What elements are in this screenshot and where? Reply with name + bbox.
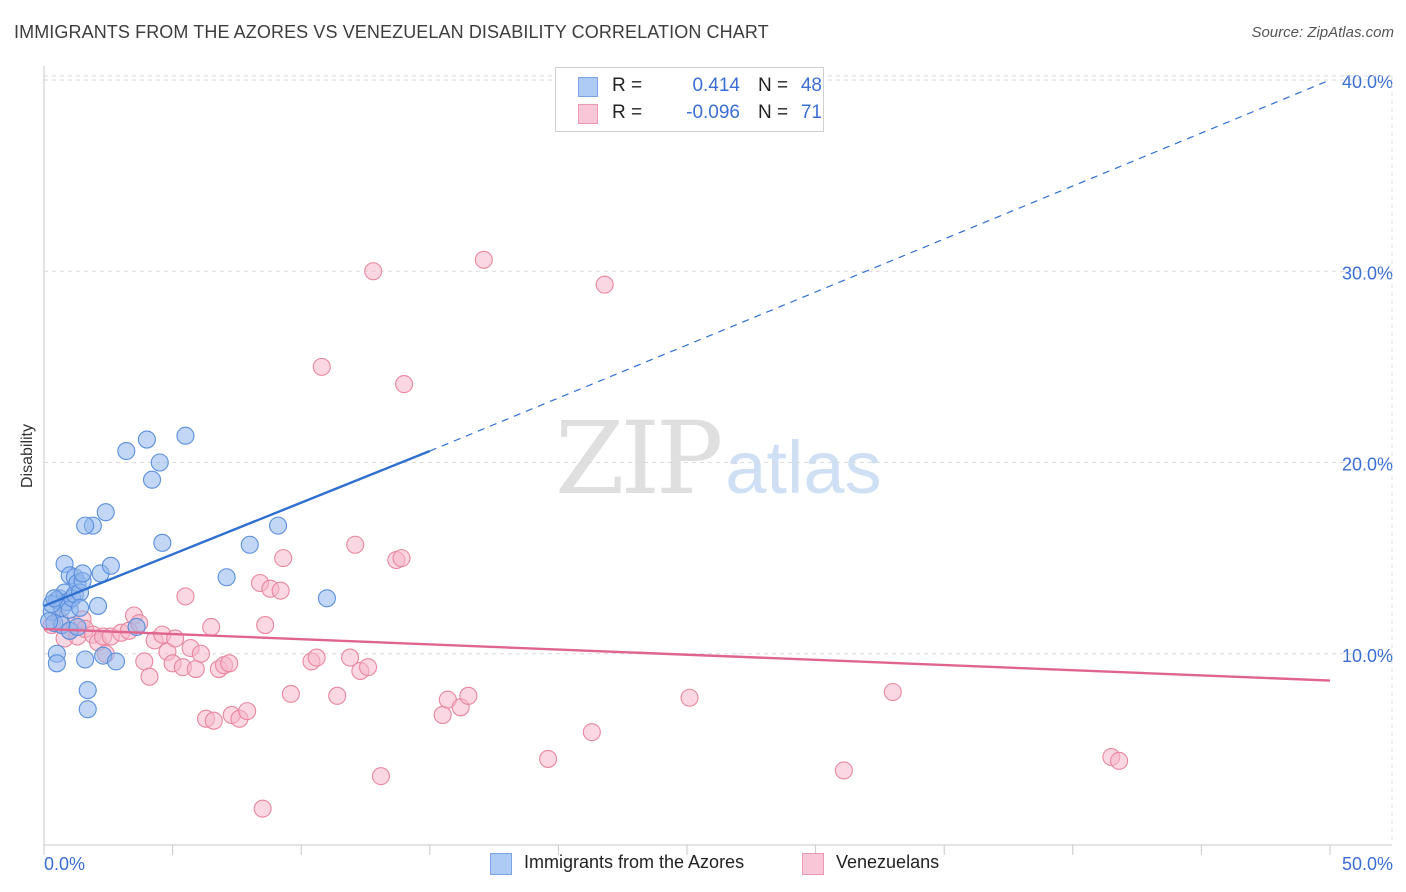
legend-r-value: 0.414	[692, 75, 740, 96]
point-venezuelans	[582, 723, 601, 742]
point-azores	[78, 700, 97, 719]
bottom-legend-swatch-venezuelans	[802, 853, 824, 875]
point-azores	[317, 589, 336, 608]
point-venezuelans	[274, 549, 293, 568]
point-venezuelans	[459, 686, 478, 705]
point-venezuelans	[202, 617, 221, 637]
legend-r-label: R =	[612, 102, 643, 123]
point-venezuelans	[364, 262, 383, 281]
point-venezuelans	[341, 648, 360, 667]
point-azores	[78, 681, 97, 700]
point-venezuelans	[346, 535, 365, 554]
point-venezuelans	[238, 702, 257, 721]
point-azores	[76, 516, 95, 535]
point-venezuelans	[395, 375, 414, 394]
point-azores	[153, 533, 172, 552]
y-tick-label: 40.0%	[1342, 72, 1393, 92]
legend-n-label: N =	[758, 102, 789, 123]
x-tick-label: 0.0%	[44, 854, 85, 874]
point-azores	[96, 503, 115, 522]
point-venezuelans	[271, 581, 290, 600]
legend-n-value: 48	[800, 75, 822, 96]
x-tick-label: 50.0%	[1342, 854, 1393, 874]
point-azores	[150, 453, 169, 472]
trendline-azores-dashed	[429, 79, 1331, 452]
point-azores	[68, 617, 87, 637]
trendline-venezuelans	[43, 627, 1331, 682]
bottom-legend-label-venezuelans: Venezuelans	[836, 852, 940, 872]
point-venezuelans	[253, 799, 272, 818]
legend-n-value: 71	[800, 102, 822, 123]
point-azores	[176, 426, 195, 445]
point-azores	[101, 556, 120, 575]
stats-legend: R = 0.414 N = 48 R = -0.096 N = 71	[555, 67, 824, 132]
point-azores	[137, 430, 156, 449]
point-venezuelans	[392, 549, 411, 568]
point-venezuelans	[307, 648, 326, 667]
point-venezuelans	[140, 667, 159, 686]
point-venezuelans	[176, 587, 195, 606]
trendline-azores-solid	[43, 449, 431, 608]
point-venezuelans	[204, 711, 223, 730]
point-azores	[240, 535, 259, 554]
point-venezuelans	[433, 705, 452, 725]
point-azores	[217, 568, 236, 587]
point-venezuelans	[474, 250, 493, 269]
y-tick-label: 10.0%	[1342, 646, 1393, 666]
point-venezuelans	[186, 659, 205, 679]
y-tick-label: 30.0%	[1342, 263, 1393, 283]
point-venezuelans	[256, 616, 275, 635]
point-venezuelans	[1110, 751, 1129, 770]
point-azores	[269, 516, 288, 535]
point-venezuelans	[371, 767, 390, 786]
legend-n-label: N =	[758, 75, 789, 96]
point-venezuelans	[883, 682, 902, 702]
point-venezuelans	[680, 688, 699, 707]
chart-source: Source: ZipAtlas.com	[1251, 24, 1394, 41]
point-azores	[40, 612, 59, 631]
legend-swatch-venezuelans	[578, 104, 598, 124]
point-venezuelans	[539, 749, 558, 768]
point-venezuelans	[166, 629, 185, 648]
point-azores	[127, 617, 146, 637]
point-venezuelans	[281, 684, 300, 703]
point-venezuelans	[312, 357, 331, 376]
legend-r-label: R =	[612, 75, 643, 96]
point-azores	[88, 596, 108, 615]
chart-title: IMMIGRANTS FROM THE AZORES VS VENEZUELAN…	[14, 22, 769, 42]
point-venezuelans	[595, 275, 614, 294]
point-azores	[117, 441, 136, 461]
point-venezuelans	[220, 654, 239, 673]
point-azores	[76, 650, 95, 669]
bottom-legend-swatch-azores	[490, 853, 512, 875]
point-venezuelans	[135, 652, 154, 671]
point-azores	[70, 598, 90, 617]
legend-r-value: -0.096	[686, 102, 740, 123]
point-venezuelans	[191, 644, 210, 663]
y-tick-label: 20.0%	[1342, 455, 1393, 475]
point-azores	[73, 564, 92, 583]
point-venezuelans	[328, 686, 347, 705]
legend-swatch-azores	[578, 77, 598, 97]
point-venezuelans	[359, 658, 378, 677]
point-azores	[142, 470, 162, 489]
bottom-legend-label-azores: Immigrants from the Azores	[524, 852, 745, 872]
point-azores	[47, 654, 66, 673]
point-azores	[106, 652, 126, 671]
point-venezuelans	[834, 761, 853, 780]
